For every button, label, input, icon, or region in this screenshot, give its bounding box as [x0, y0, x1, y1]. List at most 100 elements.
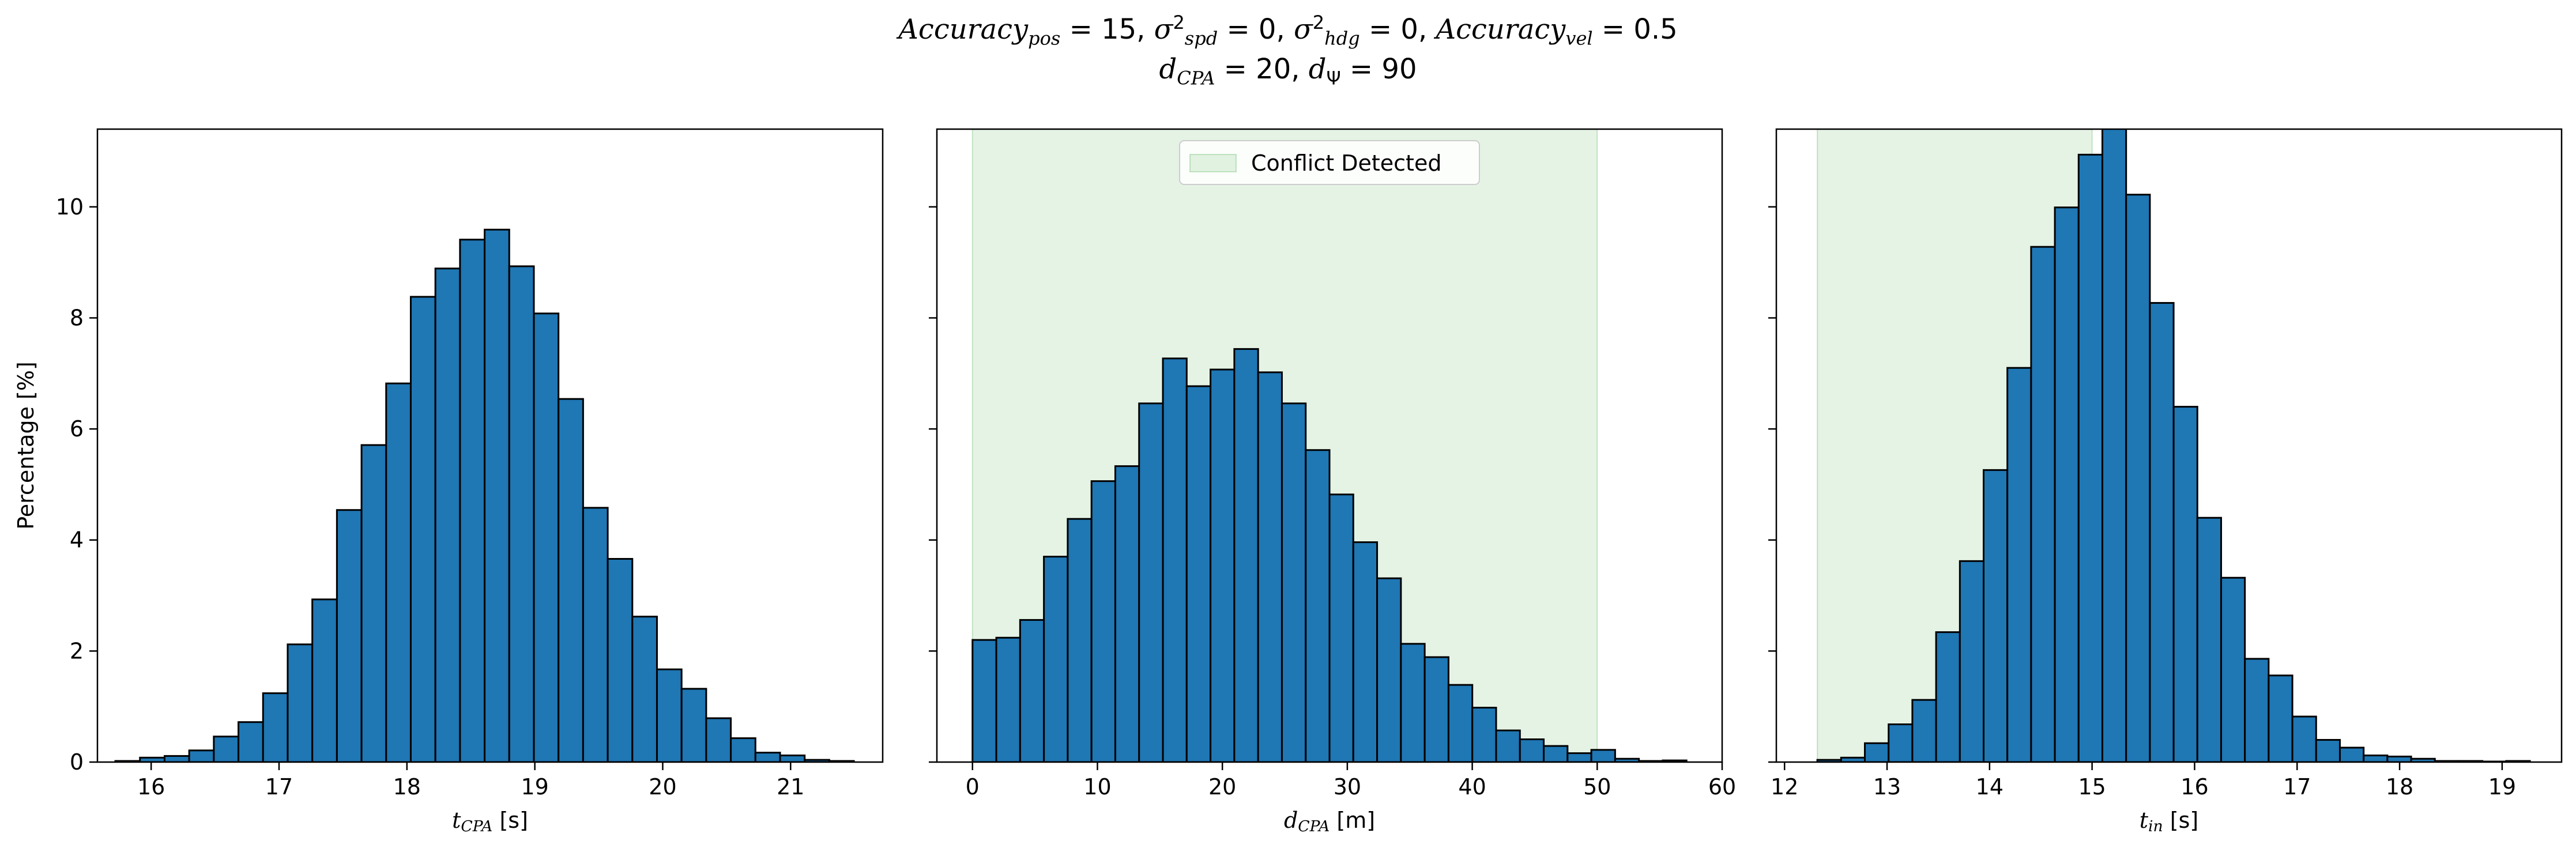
- x-tick-label: 17: [2283, 774, 2311, 800]
- x-tick-label: 15: [2078, 774, 2106, 800]
- title-fragment: = 15,: [1060, 13, 1154, 46]
- histogram-bar: [1864, 742, 1890, 762]
- histogram-bar: [1185, 385, 1212, 762]
- x-tick-label: 10: [1083, 774, 1111, 800]
- histogram-bar: [1233, 348, 1259, 762]
- y-tick-label: 0: [70, 749, 84, 775]
- x-tick-label: 16: [137, 774, 165, 800]
- histogram-bar: [1911, 699, 1937, 762]
- histogram-bar: [1328, 493, 1354, 762]
- histogram-bar: [1888, 723, 1914, 762]
- histogram-bar: [238, 721, 264, 762]
- histogram-bar: [2006, 367, 2032, 762]
- legend-swatch: [1189, 154, 1237, 172]
- histogram-bar: [2149, 301, 2175, 762]
- x-tick-label: 18: [393, 774, 421, 800]
- histogram-bar: [1210, 368, 1236, 762]
- title-fragment: pos: [1028, 27, 1061, 50]
- x-tick-label: 50: [1583, 774, 1611, 800]
- title-fragment: CPA: [1177, 67, 1215, 89]
- histogram-bar: [1352, 541, 1379, 762]
- histogram-bar: [1959, 560, 1985, 762]
- plot-area: [114, 228, 855, 762]
- axes-frame: [936, 128, 1723, 763]
- title-fragment: = 0,: [1218, 13, 1294, 46]
- histogram-bar: [1257, 371, 1283, 762]
- title-fragment: σ: [1293, 13, 1313, 46]
- histogram-bar: [336, 509, 363, 762]
- histogram-bar: [1495, 729, 1521, 762]
- y-tick-label: 2: [70, 638, 84, 663]
- y-tick-label: 8: [70, 305, 84, 330]
- x-axis-label: dCPA [m]: [1284, 808, 1375, 835]
- histogram-bar: [459, 239, 486, 762]
- y-tick-label: 10: [56, 194, 84, 220]
- histogram-bar: [213, 736, 240, 762]
- histogram-bar: [971, 639, 997, 762]
- histogram-bar: [1305, 449, 1331, 762]
- histogram-bar: [1376, 577, 1402, 762]
- x-axis-label: tin [s]: [2140, 808, 2198, 835]
- x-tick-label: 19: [521, 774, 548, 800]
- histogram-bar: [2386, 755, 2412, 762]
- x-axis-label: tCPA [s]: [452, 808, 528, 835]
- histogram-bar: [779, 754, 806, 762]
- x-tick-label: 17: [265, 774, 293, 800]
- x-tick-label: 14: [1976, 774, 2003, 800]
- title-fragment: Accuracy: [1436, 13, 1566, 46]
- histogram-bar: [1138, 402, 1164, 762]
- histogram-bar: [2196, 517, 2222, 762]
- histogram-bar: [607, 557, 634, 762]
- title-fragment: Ψ: [1326, 67, 1341, 89]
- x-tick-label: 16: [2180, 774, 2208, 800]
- histogram-bar: [311, 598, 338, 762]
- x-tick-label: 20: [1208, 774, 1236, 800]
- histogram-bar: [1019, 619, 1045, 762]
- histogram-bar: [1090, 480, 1116, 762]
- histogram-bar: [484, 228, 510, 762]
- histogram-bar: [409, 296, 436, 762]
- histogram-bar: [287, 643, 314, 762]
- x-tick-label: 12: [1771, 774, 1798, 800]
- histogram-bar: [1423, 656, 1449, 762]
- histogram-bar: [1935, 631, 1961, 762]
- histogram-bar: [1983, 469, 2009, 762]
- histogram-bar: [2220, 576, 2246, 762]
- histogram-bar: [385, 382, 412, 762]
- histogram-bar: [705, 717, 732, 762]
- title-fragment: d: [1308, 53, 1327, 85]
- histogram-bar: [2054, 206, 2080, 762]
- x-tick-label: 21: [777, 774, 804, 800]
- x-tick-label: 60: [1708, 774, 1736, 800]
- histogram-bar: [1281, 402, 1307, 762]
- histogram-bar: [508, 265, 535, 762]
- subplot-3: 12 13 14 15 16 17 18 19 tin [s]: [1768, 128, 2563, 835]
- histogram-bar: [1471, 707, 1497, 762]
- histogram-bar: [2172, 406, 2198, 762]
- histogram-bar: [582, 507, 609, 762]
- histogram-bar: [2030, 246, 2056, 762]
- title-fragment: 2: [1173, 12, 1185, 33]
- histogram-bar: [2101, 129, 2127, 762]
- title-fragment: Accuracy: [898, 13, 1029, 46]
- histogram-bar: [558, 398, 584, 762]
- histogram-bar: [1519, 738, 1545, 762]
- title-fragment: σ: [1154, 13, 1173, 46]
- y-axis-label: Percentage [%]: [13, 361, 39, 530]
- histogram-bar: [1162, 357, 1188, 762]
- histogram-bar: [631, 616, 658, 762]
- title-fragment: 2: [1312, 12, 1325, 33]
- x-tick-label: 20: [649, 774, 676, 800]
- histogram-bar: [995, 636, 1021, 762]
- histogram-bar: [1114, 465, 1140, 762]
- histogram-bar: [1447, 684, 1474, 762]
- title-fragment: vel: [1565, 27, 1593, 50]
- histogram-bar: [2244, 658, 2270, 762]
- histogram-bar: [2291, 715, 2317, 762]
- subplot-2: 0 10 20 30 40 50 60 dCPA [m] Conflict Detected: [929, 128, 1736, 835]
- title-fragment: = 0,: [1359, 13, 1436, 46]
- histogram-bar: [1543, 745, 1569, 762]
- histogram-bar: [1043, 556, 1069, 762]
- x-tick-label: 0: [966, 774, 980, 800]
